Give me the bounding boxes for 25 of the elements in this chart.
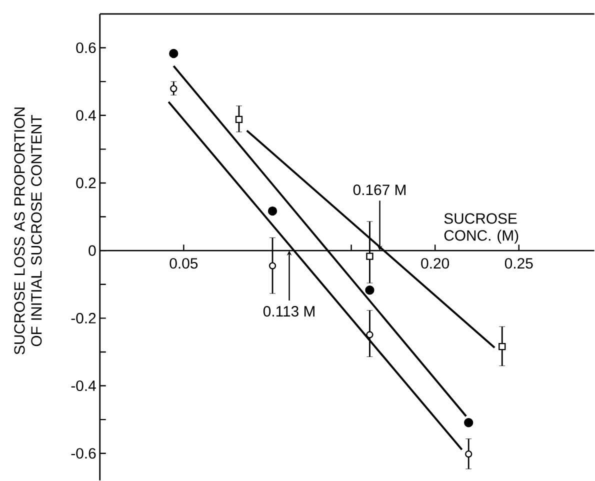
point [465,450,472,458]
y-tick-label: -0.6 [71,448,96,459]
point [268,262,276,270]
y-tick-label: 0.4 [76,110,96,121]
point [365,285,374,295]
point [169,48,178,58]
x-axis-title: SUCROSE CONC. (M) [444,213,518,244]
y-tick-label: 0.2 [76,178,96,188]
point [366,252,374,260]
y-tick-label: 0.6 [76,42,96,53]
y-tick-label: -0.2 [71,312,96,324]
x-tick-label: 0.20 [421,258,450,269]
annotation: 0.167 M [353,184,406,196]
point [464,418,474,428]
point [366,331,374,338]
y-axis-title: SUCROSE LOSS AS PROPORTION OF INITIAL SUCROSE CONTENT [14,108,42,354]
point [235,116,243,123]
point [498,342,506,350]
y-tick-label: -0.4 [71,380,96,392]
point [268,206,278,216]
y-tick-label: 0 [88,245,96,256]
x-tick-label: 0.05 [170,258,198,269]
annotation: 0.113 M [263,306,314,317]
point [170,85,178,92]
x-tick-label: 0.25 [504,258,533,269]
